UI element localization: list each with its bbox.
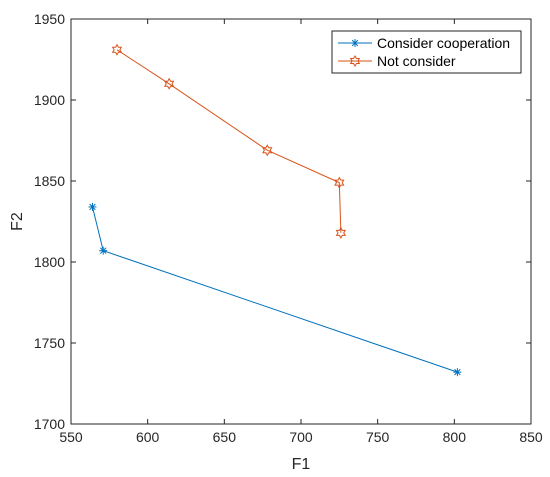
axis-ticks: 550 600 650 700 750 800 850 1700 1750 1800 1850 190… <box>34 11 543 445</box>
x-tick-label: 800 <box>443 429 467 445</box>
legend-box <box>331 30 522 74</box>
x-tick-label: 550 <box>59 429 83 445</box>
y-tick-label: 1850 <box>34 173 65 189</box>
data-point <box>88 202 97 211</box>
data-point <box>334 176 345 189</box>
legend-entry: Consider cooperation <box>338 35 510 51</box>
x-tick-label: 600 <box>136 429 160 445</box>
y-tick-label: 1900 <box>34 92 65 108</box>
x-tick-label: 750 <box>366 429 390 445</box>
legend-items: Consider cooperation Not consider <box>338 35 510 69</box>
series-layer <box>88 43 462 377</box>
legend-swatch-marker <box>349 54 361 68</box>
data-point <box>163 77 175 90</box>
y-tick-label: 1700 <box>34 416 65 432</box>
data-point <box>262 144 273 157</box>
data-point <box>99 246 108 255</box>
legend-label: Not consider <box>377 53 456 69</box>
data-point <box>453 368 462 377</box>
series-1 <box>111 43 347 239</box>
data-point <box>111 43 123 56</box>
x-tick-label: 850 <box>519 429 543 445</box>
series-0 <box>88 202 462 377</box>
y-axis-label: F2 <box>9 212 26 231</box>
y-tick-label: 1950 <box>34 11 65 27</box>
plot-area: 550 600 650 700 750 800 850 1700 1750 1800 1850 190… <box>34 11 543 445</box>
x-tick-label: 650 <box>213 429 237 445</box>
legend-entry: Not consider <box>338 53 456 69</box>
data-point <box>335 226 347 239</box>
legend: Consider cooperation Not consider <box>331 30 522 74</box>
axes-box <box>70 18 532 425</box>
x-tick-label: 700 <box>289 429 313 445</box>
series-line <box>116 49 342 233</box>
x-axis-label: F1 <box>292 456 311 473</box>
y-tick-label: 1750 <box>34 335 65 351</box>
legend-label: Consider cooperation <box>377 35 510 51</box>
y-tick-label: 1800 <box>34 254 65 270</box>
legend-swatch-marker <box>351 39 359 47</box>
